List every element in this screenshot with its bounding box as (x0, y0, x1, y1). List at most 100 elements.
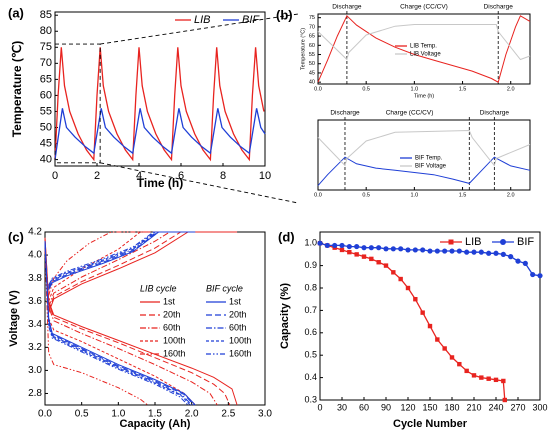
legend-label: 20th (229, 309, 247, 319)
y-tick-label: 3.8 (28, 273, 42, 284)
legend-label: BIF Voltage (415, 164, 447, 170)
legend-label: LIB (194, 14, 211, 26)
y-tick-label: 70 (309, 24, 315, 30)
x-tick-label: 1.5 (148, 409, 162, 420)
x-tick-label: 150 (422, 402, 437, 412)
plot-frame (317, 119, 531, 191)
marker (413, 297, 418, 302)
x-tick-label: 2.0 (185, 409, 199, 420)
y-tick-label: 4.2 (28, 227, 42, 238)
y-tick-label: 85 (40, 9, 52, 21)
panel-label: (a) (8, 5, 24, 20)
marker (500, 251, 506, 257)
marker (471, 373, 477, 378)
marker (493, 250, 499, 256)
legend-label: 60th (229, 322, 247, 332)
marker (376, 245, 382, 251)
marker (412, 247, 418, 253)
y-tick-label: 75 (309, 15, 315, 21)
series-line (44, 231, 218, 406)
legend-label: LIB (465, 236, 482, 248)
y-tick-label: 0.6 (304, 327, 317, 337)
y-tick-label: 55 (309, 52, 315, 58)
marker (405, 247, 411, 253)
marker (427, 248, 433, 254)
marker (398, 246, 404, 252)
marker (479, 375, 484, 380)
annotation: Discharge (484, 4, 514, 11)
marker (317, 240, 323, 246)
x-tick-label: 210 (466, 402, 481, 412)
annotation: Charge (CC/CV) (400, 4, 448, 11)
marker (368, 245, 374, 251)
y-tick-label: 0.7 (304, 305, 317, 315)
x-tick-label: 90 (381, 402, 391, 412)
marker (361, 254, 367, 259)
y-axis-label: Temperature (℃) (10, 41, 24, 138)
x-tick-label: 2.5 (221, 409, 235, 420)
zoom-line (100, 13, 299, 45)
y-tick-label: 50 (309, 61, 315, 67)
annotation: Discharge (330, 110, 360, 117)
legend-label: 1st (229, 296, 242, 306)
legend-label: 160th (229, 348, 252, 358)
y-tick-label: 65 (309, 34, 315, 40)
plot-frame (317, 13, 531, 85)
marker (347, 249, 352, 255)
zoom-box (54, 43, 101, 164)
legend-label: BIF Temp. (415, 156, 443, 162)
x-tick-label: 0.0 (38, 409, 52, 420)
x-tick-label: 10 (259, 170, 271, 182)
x-tick-label: 2 (94, 170, 100, 182)
x-tick-label: 1.5 (459, 192, 467, 198)
x-tick-label: 8 (220, 170, 226, 182)
y-tick-label: 80 (40, 25, 52, 37)
series-line (44, 231, 189, 406)
x-tick-label: 120 (400, 402, 415, 412)
marker (442, 346, 447, 351)
marker (420, 310, 425, 315)
marker (376, 260, 381, 265)
marker (522, 260, 528, 266)
marker (442, 248, 448, 254)
y-tick-label: 60 (309, 43, 315, 49)
annotation: Discharge (332, 4, 362, 11)
y-tick-label: 40 (40, 153, 52, 165)
marker (405, 285, 411, 291)
panel-label: (c) (8, 229, 24, 244)
legend-label: 1st (163, 296, 176, 306)
x-tick-label: 0.5 (362, 86, 370, 92)
marker (449, 355, 455, 360)
plot-frame (319, 231, 541, 401)
x-tick-label: 3.0 (258, 409, 272, 420)
marker (508, 254, 514, 260)
marker (457, 361, 462, 367)
marker (361, 245, 367, 251)
y-tick-label: 55 (40, 105, 52, 117)
marker (339, 247, 345, 253)
x-tick-label: 240 (488, 402, 503, 412)
legend-label: 20th (163, 309, 181, 319)
marker (464, 368, 469, 374)
x-axis-label: Time (h) (137, 176, 183, 190)
x-tick-label: 0.0 (314, 86, 322, 92)
annotation: Discharge (480, 110, 510, 117)
y-tick-label: 0.3 (304, 394, 317, 404)
marker (471, 249, 477, 255)
y-axis-label: Temperature (°C) (300, 28, 306, 70)
marker (383, 246, 389, 252)
marker (369, 256, 374, 262)
x-tick-label: 2.0 (507, 86, 515, 92)
legend-label: BIF (517, 236, 534, 248)
marker (434, 248, 440, 254)
x-tick-label: 1.0 (111, 409, 125, 420)
legend-label: 160th (163, 348, 186, 358)
marker (420, 247, 426, 253)
marker (493, 377, 499, 383)
y-axis-label: Capacity (%) (279, 283, 291, 349)
marker (332, 242, 338, 249)
panel-label: (d) (278, 229, 295, 244)
series-line (54, 47, 265, 162)
y-tick-label: 40 (309, 80, 315, 86)
